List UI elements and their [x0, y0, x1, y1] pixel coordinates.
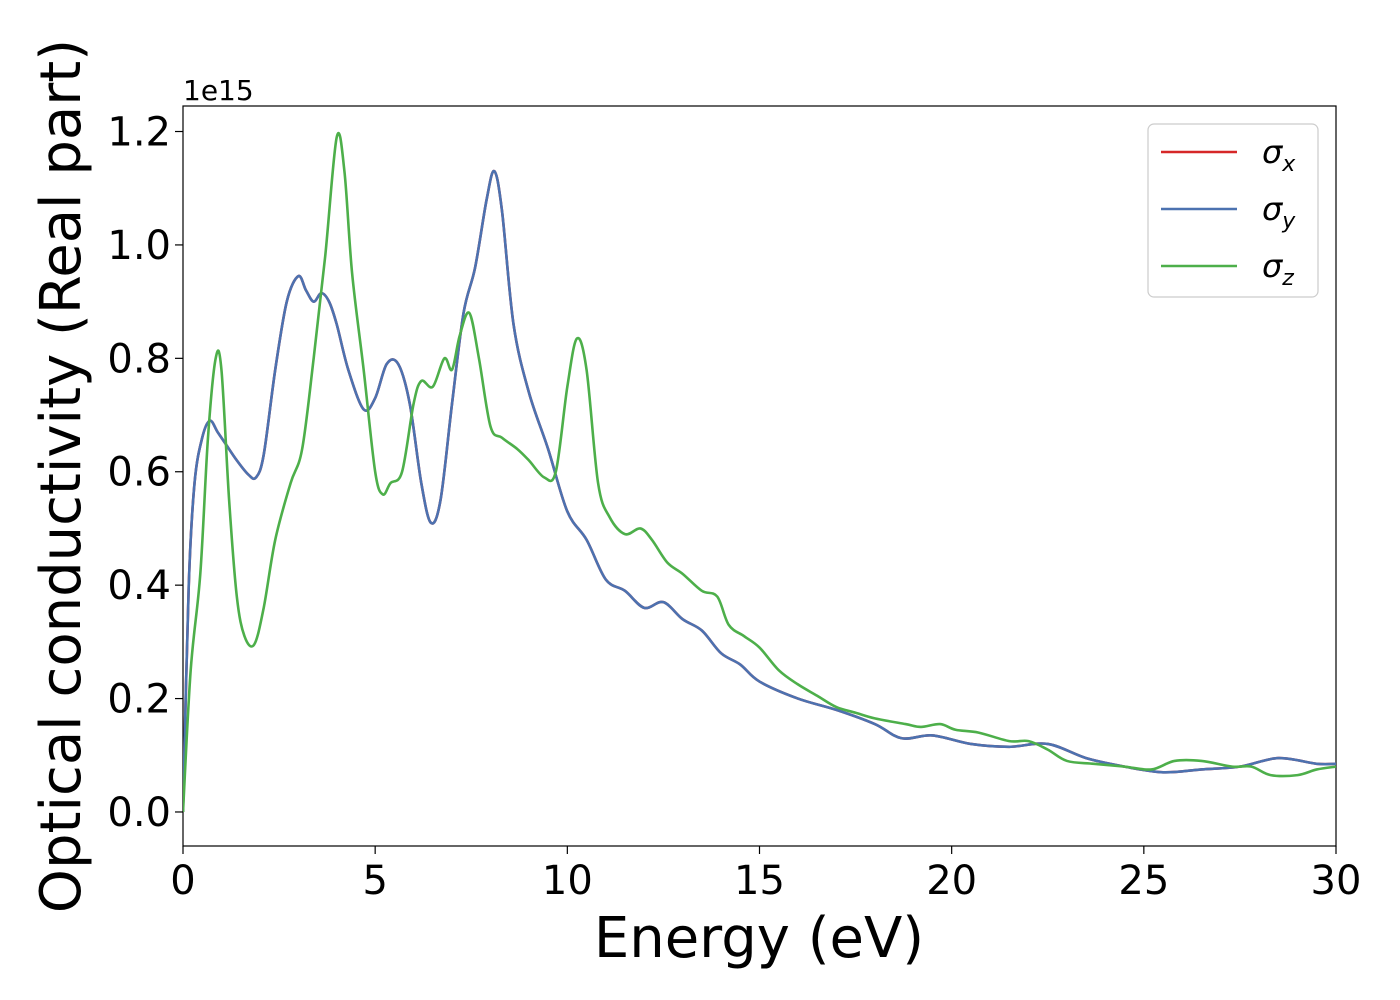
- x-tick-label: 10: [542, 858, 593, 904]
- y-tick-label: 1.0: [107, 223, 171, 269]
- y-tick-label: 0.0: [107, 790, 171, 836]
- x-tick-label: 0: [170, 858, 195, 904]
- y-tick-label: 1.2: [107, 110, 171, 156]
- y-offset-label: 1e15: [183, 74, 254, 107]
- x-tick-label: 25: [1118, 858, 1169, 904]
- x-axis-ticks: 0 5 10 15 20 25 30: [170, 846, 1361, 904]
- legend: σx σy σz: [1147, 123, 1319, 298]
- y-tick-label: 0.8: [107, 336, 171, 382]
- x-tick-label: 30: [1311, 858, 1362, 904]
- x-tick-label: 20: [926, 858, 977, 904]
- y-axis-title: Optical conductivity (Real part): [29, 39, 94, 913]
- x-axis-title: Energy (eV): [594, 906, 924, 971]
- legend-label-z: σz: [1262, 247, 1294, 291]
- legend-box: [1147, 123, 1319, 298]
- legend-label-y: σy: [1262, 190, 1296, 234]
- series-layer: [183, 132, 1336, 813]
- y-tick-label: 0.2: [107, 677, 171, 723]
- series-line-y: [183, 169, 1336, 813]
- y-tick-label: 0.6: [107, 450, 171, 496]
- x-tick-label: 5: [362, 858, 387, 904]
- legend-label-x: σx: [1262, 133, 1296, 177]
- y-axis-ticks: 0.0 0.2 0.4 0.6 0.8 1.0 1.2: [107, 110, 183, 836]
- series-line-z: [183, 132, 1336, 813]
- y-tick-label: 0.4: [107, 563, 171, 609]
- x-tick-label: 15: [734, 858, 785, 904]
